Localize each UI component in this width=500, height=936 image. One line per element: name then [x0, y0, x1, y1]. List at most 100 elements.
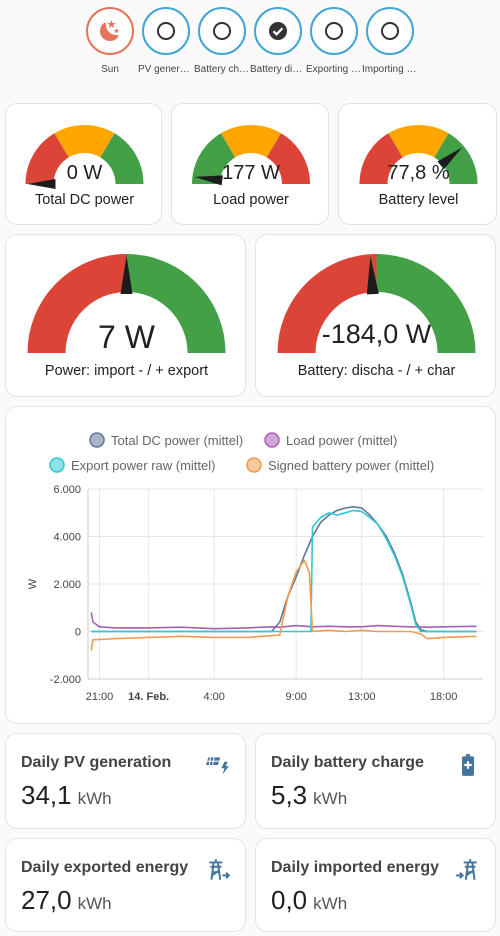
status-pv-generating[interactable]: PV generating: [138, 7, 194, 76]
energy-title: Daily imported energy: [271, 859, 440, 876]
gauge-segment-red: [27, 254, 128, 354]
series-line: [90, 612, 477, 630]
gauge-battery-level: [359, 125, 478, 185]
series-line: [91, 509, 477, 633]
gauge-segment-red: [25, 133, 70, 185]
energy-card-pv-generation[interactable]: Daily PV generation 34,1 kWh: [5, 733, 246, 829]
status-exporting-circle[interactable]: [310, 7, 358, 55]
gauge-value: 7 W: [98, 319, 155, 355]
status-discharging-label: Battery discharging: [250, 64, 306, 75]
legend-label: Load power (mittel): [286, 433, 397, 448]
legend-label: Signed battery power (mittel): [268, 458, 434, 473]
gauge-segment-orange: [388, 125, 449, 158]
gauge-value: 177 W: [222, 162, 280, 184]
gauge-grid-power: [27, 254, 226, 354]
y-tick-label: 6.000: [53, 484, 81, 496]
gauge-value: 0 W: [66, 162, 103, 184]
energy-value: 27,0 kWh: [21, 885, 112, 915]
gauge-needle: [437, 147, 463, 170]
legend-marker: [246, 457, 262, 473]
gauge-name: Total DC power: [34, 192, 135, 208]
y-tick-label: 2.000: [53, 579, 81, 591]
weather-night-icon: [100, 20, 120, 42]
gauge-segment-green: [375, 254, 476, 354]
x-tick-label: 4:00: [203, 691, 224, 703]
gauge-segment-green: [125, 254, 226, 354]
gauge-name: Battery: discha - / + char: [297, 363, 456, 379]
gauge-needle: [194, 175, 223, 186]
y-tick-label: 4.000: [53, 532, 81, 544]
energy-title: Daily exported energy: [21, 859, 189, 876]
circle-outline-icon: [381, 22, 399, 40]
status-importing-label: Importing power: [362, 64, 418, 75]
y-tick-label: 0: [75, 627, 81, 639]
status-pv-circle[interactable]: [142, 7, 190, 55]
solar-power-icon: [206, 757, 229, 775]
legend-marker: [49, 457, 65, 473]
status-sun-label: Sun: [101, 64, 119, 75]
gauge-total-dc-power: [25, 125, 144, 189]
gauge-name: Battery level: [378, 192, 459, 208]
circle-outline-icon: [157, 22, 175, 40]
status-discharging-circle[interactable]: [254, 7, 302, 55]
check-circle-icon: [269, 22, 287, 40]
gauge-needle: [120, 256, 133, 294]
energy-value: 0,0 kWh: [271, 885, 348, 915]
energy-card-battery-charge[interactable]: Daily battery charge 5,3 kWh: [255, 733, 496, 829]
x-tick-label: 18:00: [430, 691, 458, 703]
status-charging-circle[interactable]: [198, 7, 246, 55]
status-battery-charging[interactable]: Battery charging: [194, 7, 250, 76]
gauge-segment-orange: [220, 125, 282, 158]
legend-marker: [264, 432, 280, 448]
energy-value: 5,3 kWh: [271, 780, 348, 810]
transmission-tower-import-icon: [456, 859, 477, 880]
status-importing-circle[interactable]: [366, 7, 414, 55]
gauge-battery-power: [277, 254, 476, 354]
x-tick-label: 13:00: [348, 691, 376, 703]
energy-title: Daily battery charge: [271, 754, 424, 771]
status-exporting-power[interactable]: Exporting power: [306, 7, 362, 76]
energy-title: Daily PV generation: [21, 754, 172, 771]
gauge-card-load-power[interactable]: 177 W Load power: [171, 103, 329, 225]
x-tick-label: 14. Feb.: [128, 691, 169, 703]
gauge-value: -184,0 W: [321, 319, 432, 349]
status-importing-power[interactable]: Importing power: [362, 7, 418, 76]
circle-outline-icon: [213, 22, 231, 40]
gauge-value: 77,8 %: [387, 162, 450, 184]
gauge-card-grid-power[interactable]: 7 W Power: import - / + export: [5, 234, 246, 397]
energy-value: 34,1 kWh: [21, 780, 112, 810]
gauge-card-battery-power[interactable]: -184,0 W Battery: discha - / + char: [255, 234, 496, 397]
gauge-load-power: [192, 125, 310, 186]
status-battery-discharging[interactable]: Battery discharging: [250, 7, 306, 76]
gauge-segment-red: [359, 133, 404, 185]
legend-label: Total DC power (mittel): [111, 433, 243, 448]
history-chart[interactable]: Total DC power (mittel) Load power (mitte…: [6, 407, 497, 725]
gauge-segment-orange: [54, 125, 115, 158]
x-tick-label: 9:00: [285, 691, 306, 703]
series-line: [90, 559, 477, 651]
transmission-tower-export-icon: [209, 859, 231, 880]
battery-plus-icon: [462, 754, 474, 776]
energy-card-exported[interactable]: Daily exported energy 27,0 kWh: [5, 838, 246, 932]
status-exporting-label: Exporting power: [306, 64, 362, 75]
gauge-needle: [27, 179, 56, 189]
gauge-card-battery-level[interactable]: 77,8 % Battery level: [338, 103, 497, 225]
y-axis-label: W: [27, 578, 39, 589]
history-chart-card[interactable]: Total DC power (mittel) Load power (mitte…: [5, 406, 496, 724]
legend-marker: [89, 432, 105, 448]
status-sun-circle[interactable]: [86, 7, 134, 55]
status-row: Sun PV generating Battery charging Batte…: [82, 7, 418, 76]
gauge-name: Power: import - / + export: [44, 363, 209, 379]
y-tick-label: -2.000: [50, 674, 81, 686]
gauge-segment-red: [266, 133, 310, 185]
gauge-segment-red: [277, 254, 378, 354]
gauge-card-total-dc-power[interactable]: 0 W Total DC power: [5, 103, 162, 225]
energy-card-imported[interactable]: Daily imported energy 0,0 kWh: [255, 838, 496, 932]
gauge-segment-green: [99, 133, 144, 185]
status-pv-label: PV generating: [138, 64, 194, 75]
circle-outline-icon: [325, 22, 343, 40]
x-tick-label: 21:00: [86, 691, 114, 703]
status-sun[interactable]: Sun: [82, 7, 138, 76]
legend-label: Export power raw (mittel): [71, 458, 215, 473]
status-charging-label: Battery charging: [194, 64, 250, 75]
